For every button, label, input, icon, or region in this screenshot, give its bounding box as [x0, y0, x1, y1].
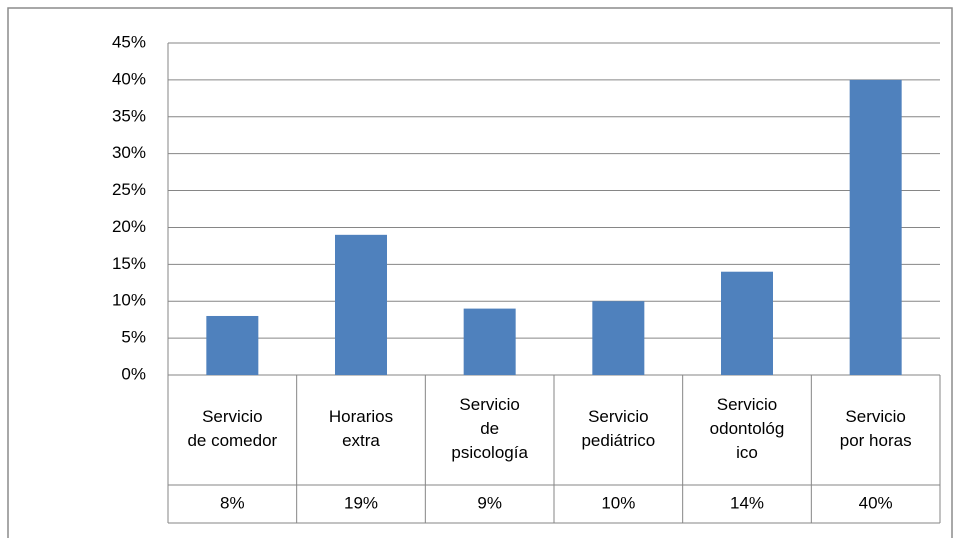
x-tick-label: Horarios extra: [329, 407, 393, 450]
bar: [335, 234, 387, 375]
data-label: 10%: [601, 493, 635, 512]
y-tick-label: 45%: [112, 32, 146, 51]
data-label: 40%: [859, 493, 893, 512]
y-tick-label: 40%: [112, 69, 146, 88]
y-tick-label: 25%: [112, 180, 146, 199]
y-tick-label: 15%: [112, 254, 146, 273]
bar: [463, 308, 516, 375]
y-tick-label: 30%: [112, 143, 146, 162]
x-tick-label: Servicio de comedor: [187, 407, 277, 450]
bar: [206, 315, 259, 375]
y-tick-label: 0%: [121, 364, 146, 383]
data-label: 8%: [220, 493, 245, 512]
y-tick-label: 5%: [121, 328, 146, 347]
x-tick-label: Servicio por horas: [840, 407, 912, 450]
x-tick-label: Servicio pediátrico: [581, 407, 655, 450]
bar: [592, 301, 645, 375]
x-tick-label: Servicio odontológ ico: [710, 395, 785, 462]
chart-frame: [7, 7, 953, 543]
data-label: 14%: [730, 493, 764, 512]
y-tick-label: 35%: [112, 106, 146, 125]
y-tick-label: 20%: [112, 217, 146, 236]
bar: [721, 271, 773, 375]
y-tick-label: 10%: [112, 291, 146, 310]
bar: [849, 79, 902, 375]
data-label: 9%: [477, 493, 502, 512]
x-tick-label: Servicio de psicología: [451, 395, 528, 462]
data-label: 19%: [344, 493, 378, 512]
